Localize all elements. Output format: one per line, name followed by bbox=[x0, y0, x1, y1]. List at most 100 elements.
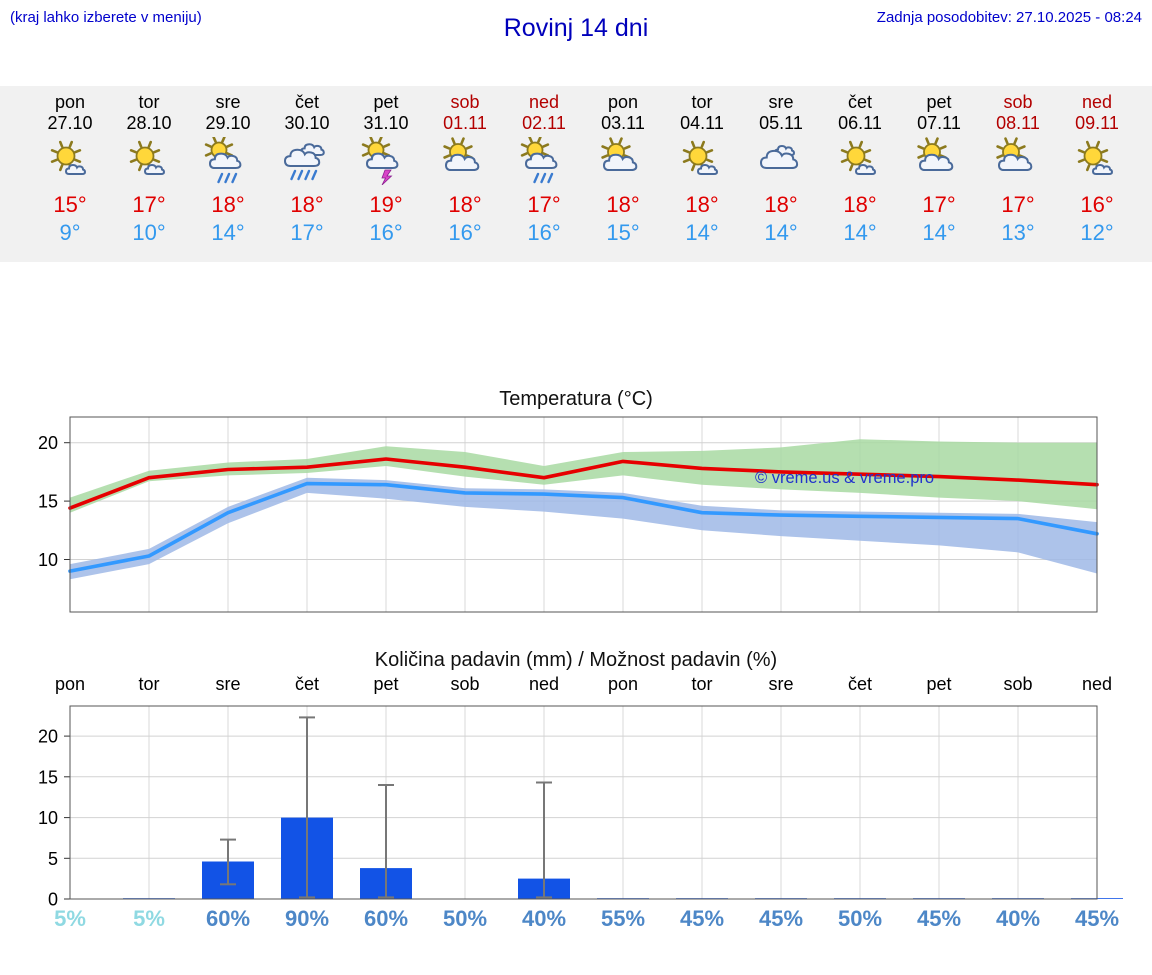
day-tmin: 16° bbox=[369, 220, 403, 245]
partly-cloudy-icon bbox=[583, 137, 663, 189]
day-tmin: 14° bbox=[211, 220, 245, 245]
day-tmin: 15° bbox=[606, 220, 640, 245]
forecast-day-28.10[interactable]: tor 28.10 17° 10° bbox=[109, 92, 189, 246]
precip-day-label: pet bbox=[926, 674, 952, 694]
precip-probability: 55% bbox=[600, 906, 646, 931]
precip-day-label: sre bbox=[768, 674, 794, 694]
day-tmax: 18° bbox=[290, 192, 324, 217]
day-name: pet bbox=[373, 92, 399, 112]
partly-cloudy-icon bbox=[425, 137, 505, 189]
day-date: 27.10 bbox=[47, 113, 93, 133]
day-tmin: 14° bbox=[843, 220, 877, 245]
day-tmin: 14° bbox=[922, 220, 956, 245]
svg-text:10: 10 bbox=[38, 550, 58, 570]
svg-text:15: 15 bbox=[38, 492, 58, 512]
precip-day-label: čet bbox=[847, 674, 872, 694]
day-date: 08.11 bbox=[996, 113, 1040, 133]
day-date: 04.11 bbox=[680, 113, 724, 133]
forecast-day-04.11[interactable]: tor 04.11 18° 14° bbox=[662, 92, 742, 246]
day-name: tor bbox=[691, 92, 713, 112]
precip-day-label: tor bbox=[691, 674, 713, 694]
day-name: ned bbox=[528, 92, 560, 112]
forecast-day-29.10[interactable]: sre 29.10 18° 14° bbox=[188, 92, 268, 246]
temperature-chart: 10 15 20 © vreme.us & vreme.pro bbox=[38, 416, 1099, 613]
precip-day-label: sob bbox=[1003, 674, 1033, 694]
precip-probability: 90% bbox=[284, 906, 330, 931]
day-tmin: 14° bbox=[764, 220, 798, 245]
day-tmax: 17° bbox=[132, 192, 166, 217]
precip-day-label: pon bbox=[607, 674, 639, 694]
temperature-chart-title: Temperatura (°C) bbox=[499, 388, 653, 410]
day-date: 02.11 bbox=[522, 113, 566, 133]
day-name: tor bbox=[138, 92, 160, 112]
forecast-day-31.10[interactable]: pet 31.10 19° 16° bbox=[346, 92, 426, 246]
day-date: 01.11 bbox=[443, 113, 487, 133]
precip-probability: 45% bbox=[679, 906, 725, 931]
forecast-day-06.11[interactable]: čet 06.11 18° 14° bbox=[820, 92, 900, 246]
day-name: ned bbox=[1081, 92, 1113, 112]
forecast-day-05.11[interactable]: sre 05.11 18° 14° bbox=[741, 92, 821, 246]
forecast-day-01.11[interactable]: sob 01.11 18° 16° bbox=[425, 92, 505, 246]
day-tmax: 16° bbox=[1080, 192, 1114, 217]
day-tmin: 12° bbox=[1080, 220, 1114, 245]
day-name: pon bbox=[607, 92, 639, 112]
cloudy-icon bbox=[741, 137, 821, 189]
forecast-day-09.11[interactable]: ned 09.11 16° 12° bbox=[1057, 92, 1137, 246]
page-title: Rovinj 14 dni bbox=[503, 14, 649, 42]
top-bar: (kraj lahko izberete v meniju) Rovinj 14… bbox=[0, 0, 1152, 46]
svg-text:20: 20 bbox=[38, 727, 58, 747]
forecast-day-03.11[interactable]: pon 03.11 18° 15° bbox=[583, 92, 663, 246]
day-tmax: 18° bbox=[211, 192, 245, 217]
day-name: pet bbox=[926, 92, 952, 112]
svg-text:0: 0 bbox=[48, 890, 58, 907]
day-tmax: 19° bbox=[369, 192, 403, 217]
svg-text:10: 10 bbox=[38, 808, 58, 828]
day-date: 07.11 bbox=[917, 113, 961, 133]
sun-shower-icon bbox=[188, 137, 268, 189]
day-tmax: 15° bbox=[53, 192, 87, 217]
day-date: 03.11 bbox=[601, 113, 645, 133]
precip-day-label: sre bbox=[215, 674, 241, 694]
day-name: pon bbox=[54, 92, 86, 112]
day-tmin: 13° bbox=[1001, 220, 1035, 245]
svg-text:5: 5 bbox=[48, 849, 58, 869]
mostly-sunny-icon bbox=[820, 137, 900, 189]
forecast-strip: pon 27.10 15° 9° tor 28.10 17° 10° sre 29.10 18° 14… bbox=[0, 86, 1152, 262]
precip-probability: 5% bbox=[133, 906, 165, 931]
day-tmax: 18° bbox=[843, 192, 877, 217]
precip-chart-title: Količina padavin (mm) / Možnost padavin … bbox=[374, 649, 778, 671]
day-name: sre bbox=[215, 92, 241, 112]
precip-probability: 45% bbox=[758, 906, 804, 931]
precip-day-label: čet bbox=[294, 674, 319, 694]
precip-day-label: ned bbox=[528, 674, 560, 694]
forecast-day-07.11[interactable]: pet 07.11 17° 14° bbox=[899, 92, 979, 246]
forecast-day-02.11[interactable]: ned 02.11 17° 16° bbox=[504, 92, 584, 246]
rain-icon bbox=[267, 137, 347, 189]
precip-day-label: tor bbox=[138, 674, 160, 694]
day-tmax: 18° bbox=[764, 192, 798, 217]
precip-probability: 45% bbox=[916, 906, 962, 931]
day-tmin: 14° bbox=[685, 220, 719, 245]
precip-probability: 60% bbox=[205, 906, 251, 931]
precip-probability: 60% bbox=[363, 906, 409, 931]
precip-probability: 50% bbox=[442, 906, 488, 931]
day-date: 06.11 bbox=[838, 113, 882, 133]
day-name: sre bbox=[768, 92, 794, 112]
forecast-day-30.10[interactable]: čet 30.10 18° 17° bbox=[267, 92, 347, 246]
menu-note: (kraj lahko izberete v meniju) bbox=[10, 9, 202, 26]
precip-probability: 45% bbox=[1074, 906, 1120, 931]
forecast-day-27.10[interactable]: pon 27.10 15° 9° bbox=[30, 92, 110, 246]
forecast-day-08.11[interactable]: sob 08.11 17° 13° bbox=[978, 92, 1058, 246]
precip-day-label: sob bbox=[450, 674, 480, 694]
day-date: 29.10 bbox=[205, 113, 251, 133]
day-name: čet bbox=[294, 92, 319, 112]
day-tmax: 17° bbox=[922, 192, 956, 217]
mostly-sunny-icon bbox=[662, 137, 742, 189]
thunderstorm-icon bbox=[346, 137, 426, 189]
last-update: Zadnja posodobitev: 27.10.2025 - 08:24 bbox=[876, 9, 1142, 26]
precip-probability: 50% bbox=[837, 906, 883, 931]
precip-probability: 40% bbox=[995, 906, 1041, 931]
day-date: 31.10 bbox=[363, 113, 409, 133]
precip-chart: 0 5 10 15 20 bbox=[38, 705, 1123, 907]
mostly-sunny-icon bbox=[109, 137, 189, 189]
